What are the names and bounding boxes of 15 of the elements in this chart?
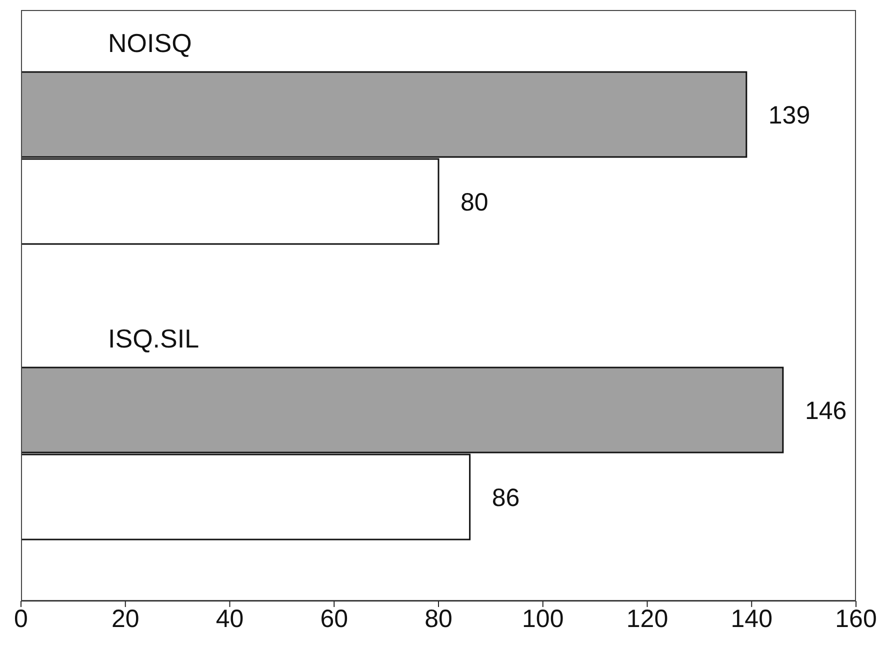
x-tick-label: 20	[111, 604, 140, 633]
x-tick-label: 120	[626, 604, 668, 633]
data-label: 139	[768, 101, 810, 130]
x-tick-label: 160	[835, 604, 877, 633]
x-tick-label: 100	[522, 604, 564, 633]
x-tick-label: 140	[730, 604, 772, 633]
x-tick-label: 40	[216, 604, 244, 633]
x-tick-label: 0	[14, 604, 28, 633]
data-label: 146	[804, 396, 847, 425]
data-label: 86	[492, 484, 520, 512]
x-tick-label: 80	[424, 604, 452, 633]
y-tick-label: NOISQ	[108, 28, 192, 58]
y-tick-label: ISQ.SIL	[108, 323, 200, 354]
data-label: 80	[460, 188, 488, 216]
x-tick-label: 60	[320, 604, 348, 633]
